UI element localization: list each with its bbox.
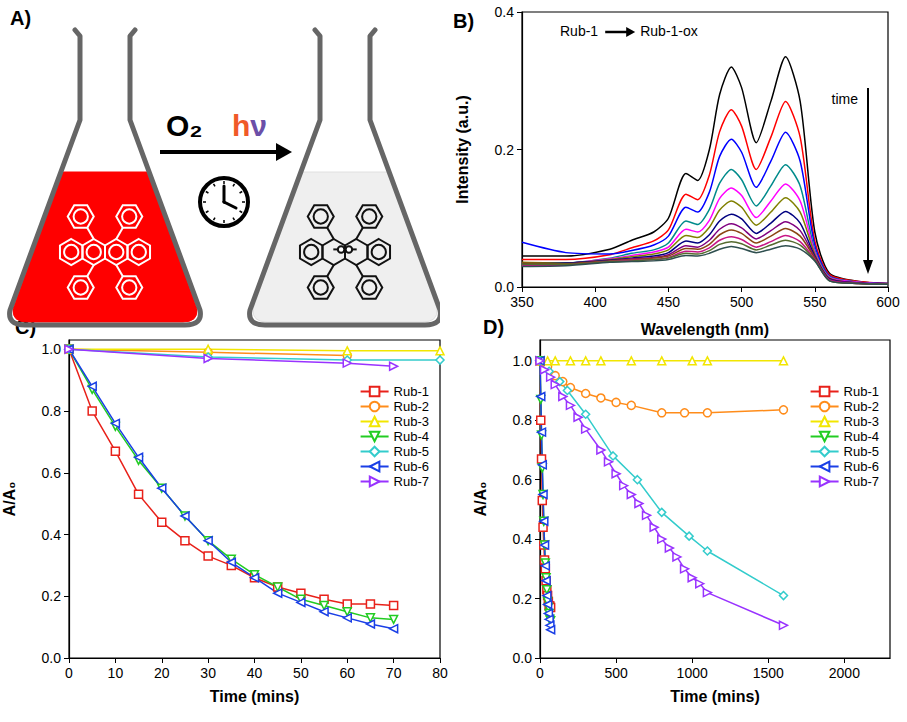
svg-text:Rub-1-ox: Rub-1-ox — [640, 23, 698, 39]
svg-text:40: 40 — [247, 665, 263, 681]
svg-text:70: 70 — [386, 665, 402, 681]
svg-text:Time (mins): Time (mins) — [670, 688, 760, 705]
svg-text:0.0: 0.0 — [42, 650, 62, 666]
svg-text:Rub-7: Rub-7 — [844, 474, 879, 489]
svg-text:B): B) — [453, 10, 474, 32]
svg-text:10: 10 — [108, 665, 124, 681]
svg-text:0.4: 0.4 — [495, 4, 515, 20]
svg-text:550: 550 — [803, 294, 827, 310]
svg-text:Intensity (a.u.): Intensity (a.u.) — [454, 95, 471, 203]
svg-text:1.0: 1.0 — [42, 341, 62, 357]
svg-text:80: 80 — [432, 665, 448, 681]
svg-text:Rub-1: Rub-1 — [560, 23, 598, 39]
svg-text:0.2: 0.2 — [42, 588, 62, 604]
svg-text:hν: hν — [232, 109, 267, 142]
svg-text:0.2: 0.2 — [513, 591, 533, 607]
svg-text:0: 0 — [536, 665, 544, 681]
svg-text:A): A) — [10, 7, 31, 29]
svg-text:C): C) — [15, 316, 36, 338]
svg-text:A/A₀: A/A₀ — [472, 482, 489, 517]
svg-text:1.0: 1.0 — [513, 353, 533, 369]
svg-text:Rub-3: Rub-3 — [844, 414, 879, 429]
svg-text:0.4: 0.4 — [513, 531, 533, 547]
svg-text:0.0: 0.0 — [513, 650, 533, 666]
svg-text:0.4: 0.4 — [42, 527, 62, 543]
svg-text:400: 400 — [584, 294, 608, 310]
svg-text:O₂: O₂ — [166, 109, 203, 142]
svg-text:500: 500 — [730, 294, 754, 310]
svg-text:Rub-6: Rub-6 — [394, 459, 429, 474]
svg-text:50: 50 — [293, 665, 309, 681]
svg-text:0: 0 — [65, 665, 73, 681]
svg-text:600: 600 — [876, 294, 900, 310]
svg-text:0.2: 0.2 — [495, 142, 515, 158]
svg-text:450: 450 — [657, 294, 681, 310]
svg-text:Rub-3: Rub-3 — [394, 414, 429, 429]
svg-text:time: time — [832, 91, 859, 107]
svg-text:20: 20 — [154, 665, 170, 681]
svg-text:Time (mins): Time (mins) — [210, 688, 300, 705]
svg-text:Rub-1: Rub-1 — [844, 384, 879, 399]
svg-text:0.8: 0.8 — [513, 412, 533, 428]
svg-text:Rub-4: Rub-4 — [394, 429, 429, 444]
svg-text:Rub-6: Rub-6 — [844, 459, 879, 474]
svg-text:Rub-1: Rub-1 — [394, 384, 429, 399]
svg-text:Wavelength (nm): Wavelength (nm) — [641, 321, 769, 338]
svg-text:A/A₀: A/A₀ — [1, 482, 18, 517]
svg-text:Rub-4: Rub-4 — [844, 429, 879, 444]
svg-text:0.6: 0.6 — [42, 465, 62, 481]
svg-text:Rub-7: Rub-7 — [394, 474, 429, 489]
svg-text:30: 30 — [200, 665, 216, 681]
svg-text:60: 60 — [339, 665, 355, 681]
svg-text:Rub-5: Rub-5 — [844, 444, 879, 459]
svg-text:1000: 1000 — [677, 665, 708, 681]
svg-text:500: 500 — [604, 665, 628, 681]
svg-text:0.8: 0.8 — [42, 403, 62, 419]
svg-text:350: 350 — [510, 294, 534, 310]
svg-text:0.0: 0.0 — [495, 279, 515, 295]
svg-text:0.6: 0.6 — [513, 472, 533, 488]
svg-text:D): D) — [483, 316, 504, 338]
svg-text:Rub-2: Rub-2 — [844, 399, 879, 414]
svg-text:Rub-5: Rub-5 — [394, 444, 429, 459]
svg-text:2000: 2000 — [829, 665, 860, 681]
svg-text:Rub-2: Rub-2 — [394, 399, 429, 414]
svg-text:1500: 1500 — [753, 665, 784, 681]
